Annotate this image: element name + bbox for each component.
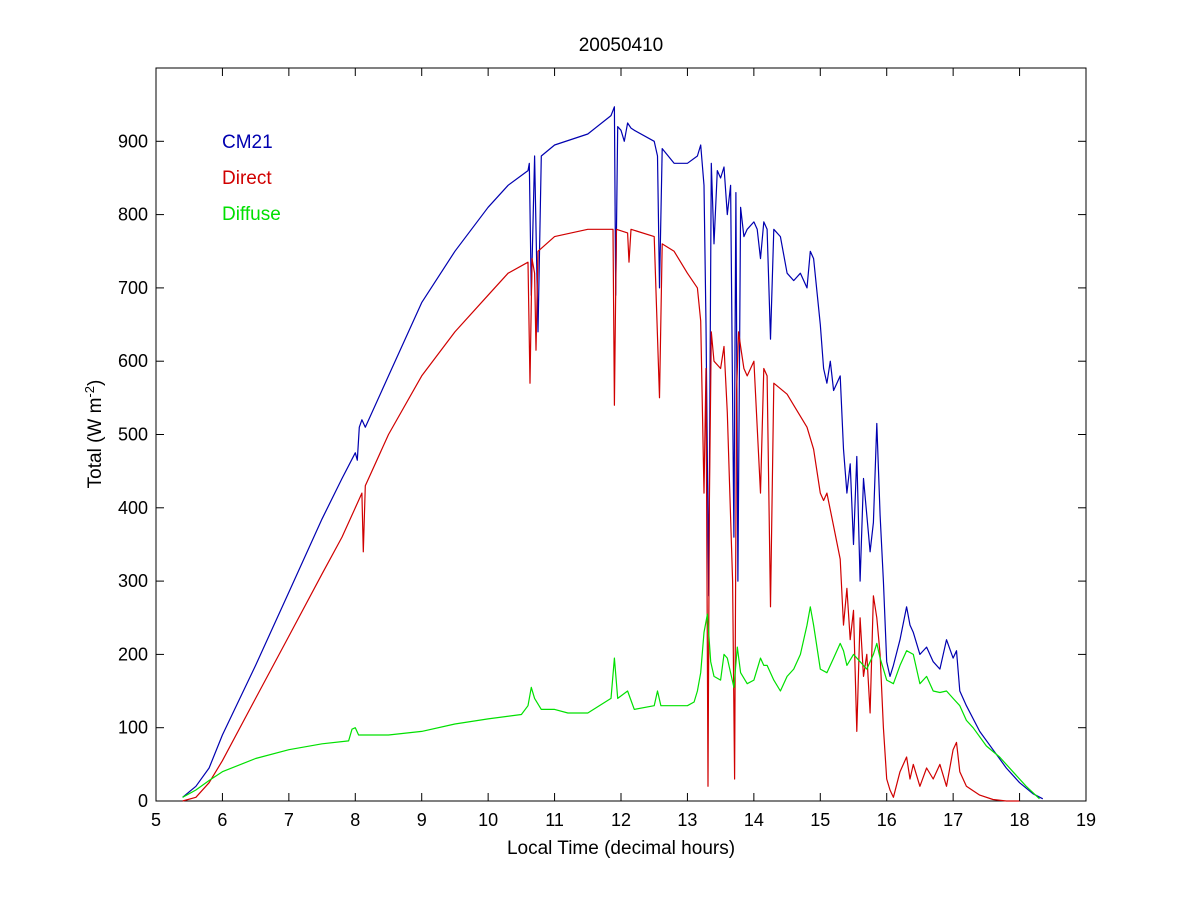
y-axis-label-suffix: )	[85, 380, 106, 386]
legend-label-cm21: CM21	[222, 132, 273, 153]
x-tick-label: 13	[677, 810, 697, 830]
y-tick-label: 500	[118, 425, 148, 445]
x-tick-label: 12	[611, 810, 631, 830]
legend: CM21 Direct Diffuse	[222, 132, 281, 225]
x-tick-label: 6	[217, 810, 227, 830]
y-tick-label: 400	[118, 498, 148, 518]
x-tick-label: 7	[284, 810, 294, 830]
legend-label-direct: Direct	[222, 168, 272, 189]
series-line-direct	[182, 228, 1020, 802]
y-tick-label: 900	[118, 131, 148, 151]
plot-area	[155, 67, 1087, 802]
y-tick-label: 200	[118, 644, 148, 664]
y-tick-label: 300	[118, 571, 148, 591]
x-tick-label: 10	[478, 810, 498, 830]
x-axis: 5 6 7 8 9 10 11 12 13 14 15 16 17 18 19	[151, 68, 1096, 830]
series-line-diffuse	[182, 606, 1040, 800]
chart-title: 20050410	[579, 35, 664, 56]
x-tick-label: 18	[1010, 810, 1030, 830]
series-line-cm21	[182, 106, 1044, 800]
x-tick-label: 19	[1076, 810, 1096, 830]
series-layer	[182, 106, 1044, 802]
x-tick-label: 9	[417, 810, 427, 830]
x-tick-label: 8	[350, 810, 360, 830]
y-axis-label-prefix: Total (W m	[85, 398, 106, 489]
x-tick-label: 15	[810, 810, 830, 830]
x-tick-label: 16	[877, 810, 897, 830]
y-tick-label: 600	[118, 351, 148, 371]
y-axis-label-superscript: -2	[82, 386, 97, 398]
y-axis: 0 100 200 300 400 500 600 700 800 900	[118, 131, 1086, 811]
y-tick-label: 100	[118, 718, 148, 738]
x-tick-label: 14	[744, 810, 764, 830]
x-axis-label: Local Time (decimal hours)	[507, 838, 735, 859]
y-axis-label: Total (W m-2)	[82, 380, 106, 489]
x-tick-label: 5	[151, 810, 161, 830]
y-tick-label: 800	[118, 205, 148, 225]
x-tick-label: 11	[545, 810, 564, 830]
y-tick-label: 700	[118, 278, 148, 298]
legend-label-diffuse: Diffuse	[222, 204, 281, 225]
y-tick-label: 0	[138, 791, 148, 811]
x-tick-label: 17	[943, 810, 963, 830]
